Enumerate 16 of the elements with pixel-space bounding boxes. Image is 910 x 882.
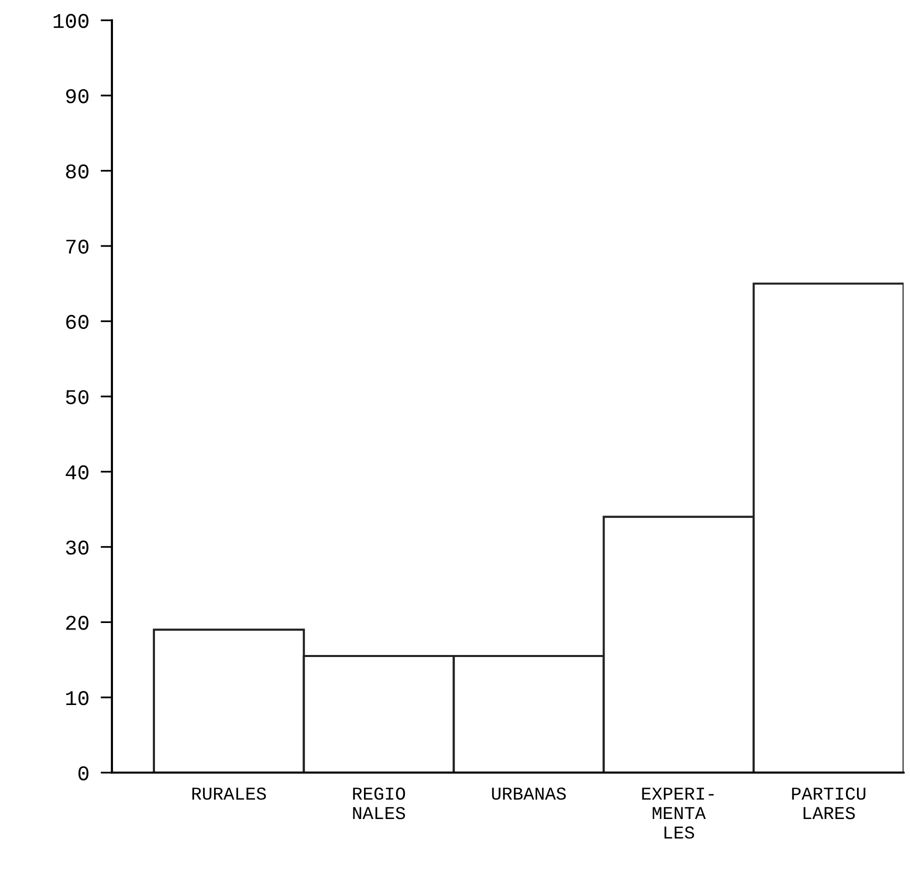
- y-tick-label: 40: [66, 465, 88, 480]
- y-tick-label: 70: [66, 240, 88, 254]
- x-tick-label: RURALES: [192, 788, 266, 800]
- y-tick-label: 50: [66, 390, 88, 404]
- x-tick-label: EXPERI- MENTA LES: [642, 788, 714, 839]
- x-tick-label: PARTICU LARES: [792, 788, 866, 820]
- y-tick-label: 30: [66, 540, 88, 555]
- y-tick-label: 20: [66, 616, 88, 630]
- y-tick-label: 60: [66, 314, 88, 329]
- y-tick-label: 10: [66, 691, 88, 706]
- y-tick-label: 80: [66, 164, 88, 179]
- y-tick-label: 90: [66, 89, 88, 104]
- y-tick-label: 0: [78, 766, 88, 780]
- y-tick-label: 100: [54, 14, 88, 28]
- x-tick-label: REGIO NALES: [353, 788, 406, 820]
- x-tick-label: URBANAS: [492, 788, 566, 800]
